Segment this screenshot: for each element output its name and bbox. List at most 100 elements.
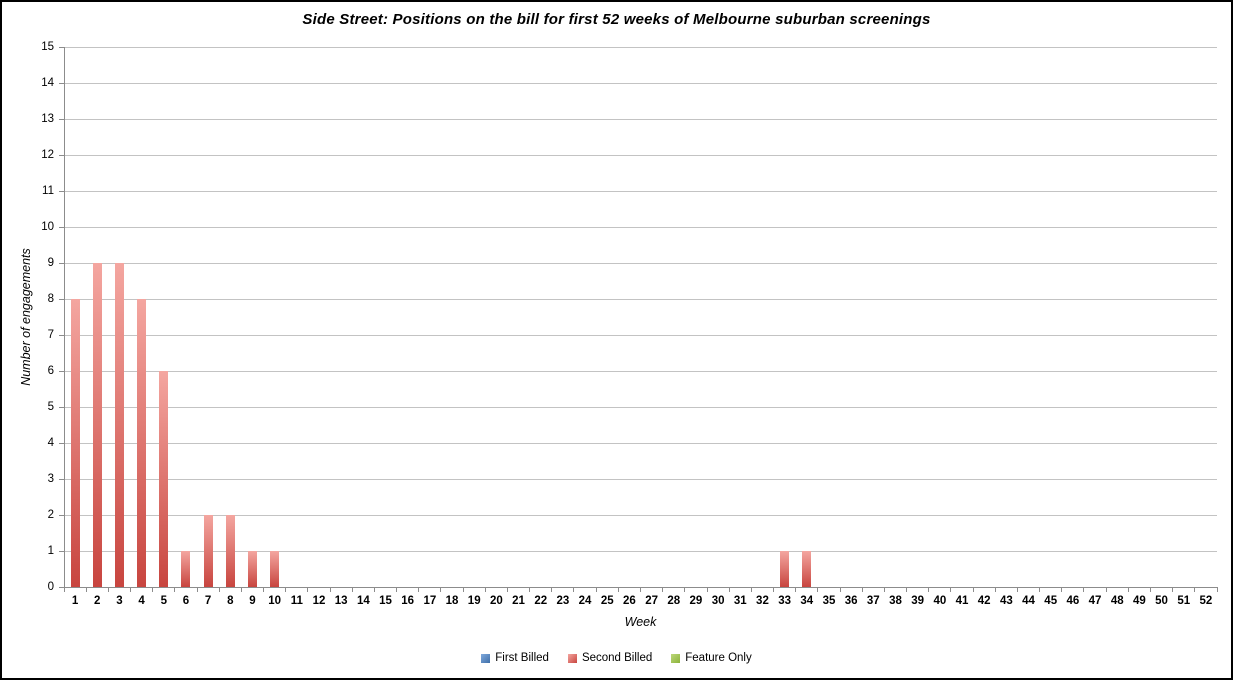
x-tick-label: 11 (290, 595, 303, 607)
x-tick-label: 17 (423, 595, 437, 607)
x-axis-tick (1149, 587, 1151, 592)
x-axis-tick (617, 587, 619, 592)
gridline (64, 334, 1217, 336)
x-tick-label: 5 (160, 595, 167, 607)
gridline (64, 46, 1217, 48)
x-axis-tick (440, 587, 442, 592)
x-axis-tick (1039, 587, 1041, 592)
y-axis-tick (59, 190, 64, 192)
x-tick-label: 40 (933, 595, 947, 607)
x-tick-label: 20 (489, 595, 503, 607)
x-axis-tick (218, 587, 220, 592)
x-tick-label: 10 (268, 595, 282, 607)
x-tick-label: 16 (401, 595, 415, 607)
x-tick-label: 51 (1177, 595, 1191, 607)
x-axis-tick (906, 587, 908, 592)
x-tick-label: 25 (600, 595, 614, 607)
x-tick-label: 29 (689, 595, 703, 607)
x-tick-label: 14 (356, 595, 370, 607)
x-axis-tick (373, 587, 375, 592)
bar-second-billed-week-7 (203, 515, 213, 587)
x-axis-tick (595, 587, 597, 592)
gridline (64, 118, 1217, 120)
x-tick-label: 21 (512, 595, 525, 607)
x-tick-label: 35 (822, 595, 836, 607)
x-axis-tick (1172, 587, 1174, 592)
y-axis-tick (59, 442, 64, 444)
y-axis-tick (59, 154, 64, 156)
x-axis-tick (484, 587, 486, 592)
x-axis-title: Week (624, 615, 657, 629)
x-axis-tick (1127, 587, 1129, 592)
y-axis-tick (59, 118, 64, 120)
x-tick-label: 33 (778, 595, 792, 607)
x-tick-label: 43 (999, 595, 1013, 607)
x-axis-tick (1016, 587, 1018, 592)
x-tick-label: 27 (645, 595, 658, 607)
x-axis-tick (329, 587, 331, 592)
y-tick-label: 13 (41, 112, 54, 125)
y-axis-tick (59, 478, 64, 480)
x-axis-tick (972, 587, 974, 592)
y-tick-label: 3 (47, 472, 54, 485)
bar-second-billed-week-6 (181, 551, 191, 587)
x-axis-tick (928, 587, 930, 592)
bar-second-billed-week-5 (159, 371, 169, 587)
y-tick-label: 1 (47, 544, 54, 557)
x-tick-label: 15 (379, 595, 392, 607)
y-axis-tick (59, 370, 64, 372)
x-axis-tick (839, 587, 841, 592)
x-axis-tick (85, 587, 87, 592)
x-axis-tick (795, 587, 797, 592)
legend-item-first-billed: First Billed (481, 652, 549, 664)
bar-second-billed-week-10 (270, 551, 280, 587)
x-tick-label: 18 (445, 595, 459, 607)
x-tick-label: 36 (844, 595, 858, 607)
x-axis-tick (196, 587, 198, 592)
x-tick-label: 52 (1199, 595, 1213, 607)
x-tick-label: 3 (116, 595, 123, 607)
x-tick-label: 19 (467, 595, 481, 607)
y-axis-tick (59, 406, 64, 408)
x-axis-tick (285, 587, 287, 592)
bar-second-billed-week-2 (92, 263, 102, 587)
x-tick-label: 2 (94, 595, 101, 607)
x-axis-tick (462, 587, 464, 592)
gridline (64, 478, 1217, 480)
y-axis-tick (59, 586, 64, 588)
legend-label: Second Billed (581, 652, 653, 664)
x-tick-label: 34 (800, 595, 814, 607)
legend-marker-icon (567, 653, 577, 663)
x-axis-line (64, 587, 1218, 588)
x-axis-tick (1083, 587, 1085, 592)
bar-second-billed-week-33 (780, 551, 790, 587)
y-tick-label: 5 (47, 400, 54, 413)
legend-item-second-billed: Second Billed (567, 652, 653, 664)
chart-title: Side Street: Positions on the bill for f… (302, 11, 931, 28)
x-axis-tick (174, 587, 176, 592)
y-tick-label: 15 (41, 40, 54, 53)
legend-marker-icon (671, 653, 681, 663)
y-axis-tick (59, 298, 64, 300)
x-axis-tick (152, 587, 154, 592)
x-tick-label: 1 (71, 595, 79, 607)
y-tick-label: 12 (41, 148, 54, 161)
x-tick-label: 24 (578, 595, 592, 607)
gridline (64, 298, 1217, 300)
x-axis-tick (351, 587, 353, 592)
x-tick-label: 49 (1132, 595, 1146, 607)
legend: First Billed Second Billed Feature Only (2, 652, 1231, 664)
x-tick-label: 30 (711, 595, 725, 607)
y-axis-tick (59, 226, 64, 228)
gridline (64, 262, 1217, 264)
x-axis-tick (551, 587, 553, 592)
x-axis-tick (573, 587, 575, 592)
x-tick-label: 50 (1155, 595, 1168, 607)
x-axis-tick (63, 587, 65, 592)
gridline (64, 154, 1217, 156)
x-tick-label: 13 (334, 595, 348, 607)
x-tick-label: 7 (204, 595, 212, 607)
x-axis-tick (706, 587, 708, 592)
y-axis-tick (59, 82, 64, 84)
x-tick-label: 48 (1110, 595, 1124, 607)
